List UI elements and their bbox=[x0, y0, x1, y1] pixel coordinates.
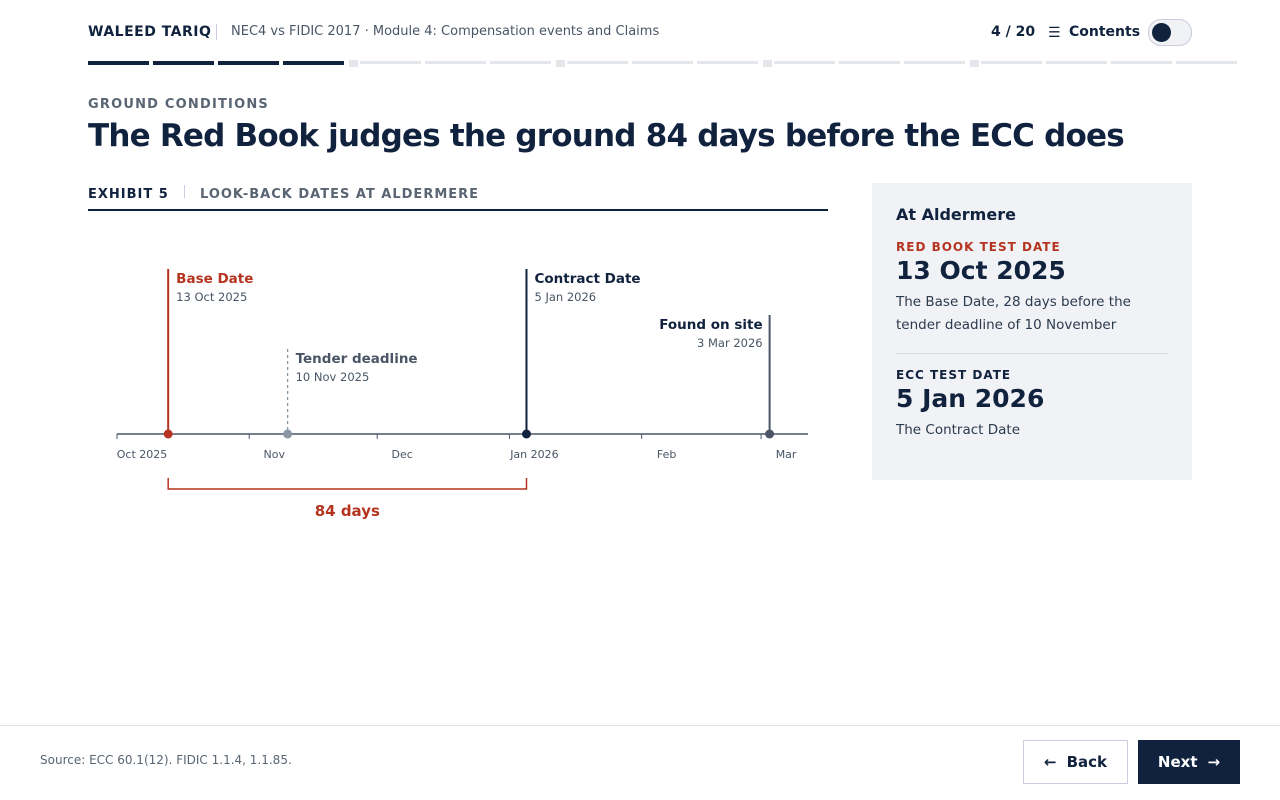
back-label: Back bbox=[1066, 753, 1107, 771]
divider bbox=[183, 185, 185, 198]
progress-segment bbox=[1176, 61, 1237, 64]
test-date: 5 Jan 2026 bbox=[896, 384, 1045, 413]
event-date: 5 Jan 2026 bbox=[534, 290, 596, 304]
x-tick-label: Mar bbox=[776, 448, 797, 461]
kicker: ECC TEST DATE bbox=[896, 368, 1012, 382]
brand[interactable]: WALEED TARIQ bbox=[88, 24, 212, 40]
contents-icon[interactable]: ☰ bbox=[1048, 25, 1061, 41]
section-label: GROUND CONDITIONS bbox=[88, 97, 269, 112]
progress-segment bbox=[697, 61, 758, 64]
divider bbox=[216, 24, 217, 40]
event-date: 3 Mar 2026 bbox=[697, 336, 763, 350]
progress-segment bbox=[981, 61, 1042, 64]
event-label: Found on site bbox=[659, 317, 762, 333]
course: NEC4 vs FIDIC 2017 · Module 4: Compensat… bbox=[231, 24, 660, 39]
event-date: 13 Oct 2025 bbox=[176, 290, 247, 304]
event-dot bbox=[765, 429, 775, 439]
toggle-knob bbox=[1152, 23, 1171, 42]
module-marker bbox=[763, 60, 772, 67]
event-dot bbox=[521, 429, 531, 439]
next-button[interactable]: Next → bbox=[1138, 740, 1240, 784]
progress: 4 / 20 bbox=[991, 24, 1036, 40]
progress-segment bbox=[425, 61, 486, 64]
progress-segment bbox=[1046, 61, 1107, 64]
back-button[interactable]: ← Back bbox=[1023, 740, 1128, 784]
test-date: 13 Oct 2025 bbox=[896, 256, 1066, 285]
progress-segment bbox=[839, 61, 900, 64]
span-bracket bbox=[167, 478, 528, 490]
span-label: 84 days bbox=[315, 502, 380, 520]
module-marker bbox=[970, 60, 979, 67]
progress-segment bbox=[632, 61, 693, 64]
panel-item: RED BOOK TEST DATE 13 Oct 2025 The Base … bbox=[896, 240, 1168, 354]
event-date: 10 Nov 2025 bbox=[296, 370, 370, 384]
contents[interactable]: Contents bbox=[1069, 24, 1141, 40]
event-dot bbox=[163, 429, 173, 439]
progress-segment bbox=[360, 61, 421, 64]
note: The Contract Date bbox=[896, 422, 1021, 438]
exhibit-number: EXHIBIT 5 bbox=[88, 187, 169, 202]
next-label: Next bbox=[1157, 753, 1198, 771]
progress-segment bbox=[88, 61, 149, 65]
panel-title: At Aldermere bbox=[896, 205, 1016, 224]
progress-segment bbox=[567, 61, 628, 64]
module-marker bbox=[349, 60, 358, 67]
progress-segment bbox=[490, 61, 551, 64]
note: The Base Date, 28 days before the tender… bbox=[896, 294, 1131, 333]
timeline: Oct 2025 Nov Dec Jan 2026 Feb Mar Base Date 13 … bbox=[116, 269, 808, 520]
progress-segment bbox=[153, 61, 214, 65]
arrow-icon: ← bbox=[1043, 753, 1057, 771]
exhibit-caption: LOOK-BACK DATES AT ALDERMERE bbox=[200, 187, 480, 202]
theme-toggle[interactable] bbox=[1148, 19, 1192, 46]
progress-segment bbox=[1111, 61, 1172, 64]
module-marker bbox=[556, 60, 565, 67]
kicker: RED BOOK TEST DATE bbox=[896, 240, 1061, 254]
panel-item: ECC TEST DATE 5 Jan 2026 The Contract Da… bbox=[896, 354, 1168, 442]
progress-segment bbox=[218, 61, 279, 65]
event-label: Tender deadline bbox=[296, 351, 418, 367]
x-tick-label: Nov bbox=[263, 448, 285, 461]
x-tick-label: Oct 2025 bbox=[117, 448, 168, 461]
x-tick-label: Jan 2026 bbox=[509, 448, 558, 461]
event-dot bbox=[283, 429, 293, 439]
x-tick-label: Dec bbox=[392, 448, 413, 461]
progress-segment bbox=[283, 61, 344, 65]
exhibit-header: EXHIBIT 5 LOOK-BACK DATES AT ALDERMERE bbox=[88, 183, 828, 211]
arrow-icon: → bbox=[1207, 753, 1221, 771]
source: Source: ECC 60.1(12). FIDIC 1.1.4, 1.1.8… bbox=[40, 753, 292, 767]
footer-rule bbox=[0, 725, 1280, 726]
event-label: Base Date bbox=[176, 271, 253, 287]
progress-segment bbox=[774, 61, 835, 64]
side-panel: At Aldermere RED BOOK TEST DATE 13 Oct 2… bbox=[872, 183, 1192, 480]
x-tick-label: Feb bbox=[657, 448, 676, 461]
page-title: The Red Book judges the ground 84 days b… bbox=[88, 118, 1125, 154]
event-label: Contract Date bbox=[534, 271, 640, 287]
progress-segment bbox=[904, 61, 965, 64]
